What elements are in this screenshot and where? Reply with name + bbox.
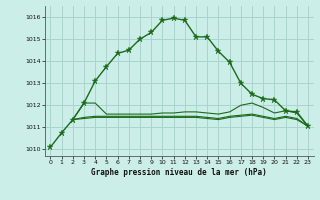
X-axis label: Graphe pression niveau de la mer (hPa): Graphe pression niveau de la mer (hPa) bbox=[91, 168, 267, 177]
